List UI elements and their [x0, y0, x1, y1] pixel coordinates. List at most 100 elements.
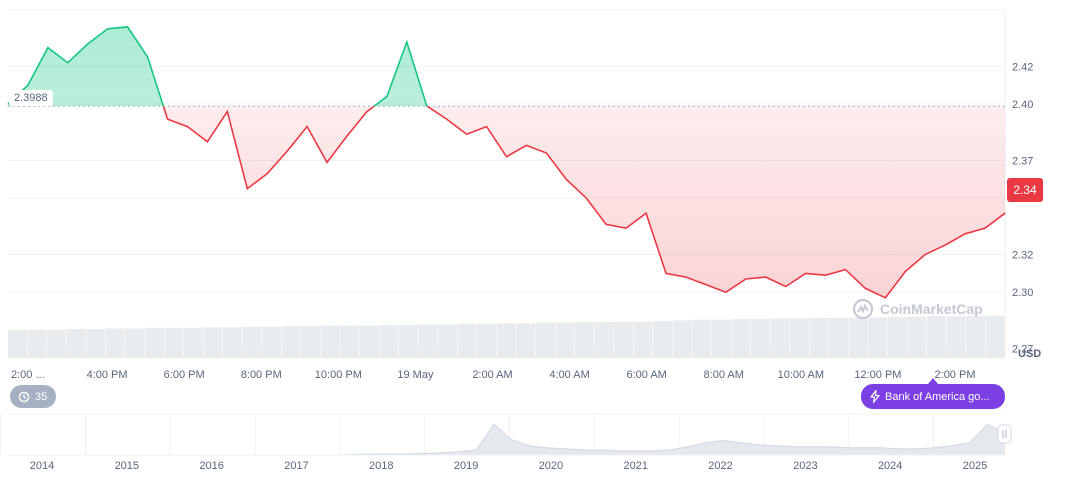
- overview-year-label: 2025: [963, 460, 987, 472]
- news-event-text: Bank of America go...: [885, 390, 990, 403]
- price-point: [884, 297, 886, 299]
- price-point: [87, 43, 89, 45]
- volume-bar: [242, 326, 262, 358]
- price-point: [984, 227, 986, 229]
- price-point: [7, 103, 9, 105]
- price-point: [944, 244, 946, 246]
- price-point: [446, 118, 448, 120]
- price-point: [545, 152, 547, 154]
- events-button[interactable]: 35: [10, 385, 57, 408]
- volume-bar: [66, 329, 86, 358]
- volume-bar: [672, 320, 692, 358]
- x-tick-label: 2:00 AM: [472, 369, 512, 381]
- price-point: [525, 144, 528, 147]
- events-count: 35: [35, 390, 48, 403]
- price-point: [805, 272, 807, 274]
- price-point: [326, 161, 328, 163]
- volume-bar: [105, 328, 125, 358]
- volume-bar: [946, 316, 966, 358]
- overview-line: [300, 423, 1006, 456]
- volume-bar: [183, 327, 203, 358]
- price-point: [485, 126, 488, 128]
- overview-year-label: 2014: [30, 460, 54, 472]
- price-point: [765, 276, 767, 278]
- x-tick-label: 12:00 PM: [854, 369, 901, 381]
- volume-bar: [848, 317, 868, 358]
- volume-bar: [320, 325, 340, 358]
- volume-bar: [47, 329, 67, 358]
- y-tick-label: 2.32: [1012, 250, 1033, 262]
- volume-bar: [555, 322, 575, 358]
- volume-bar: [516, 323, 536, 358]
- price-point: [146, 56, 149, 58]
- price-point: [406, 41, 408, 43]
- price-point: [844, 268, 847, 271]
- volume-bar: [750, 319, 770, 358]
- volume-bar: [711, 319, 731, 358]
- price-point: [366, 110, 368, 113]
- y-tick-label: 2.42: [1012, 61, 1033, 73]
- x-tick-label: 2:00 PM: [935, 369, 976, 381]
- volume-bar: [398, 324, 419, 358]
- volume-bar: [985, 315, 1005, 358]
- coinmarketcap-logo-icon: [852, 298, 874, 320]
- volume-bar: [281, 326, 301, 358]
- price-point: [565, 178, 567, 180]
- volume-bar: [829, 317, 849, 358]
- price-point: [346, 135, 348, 137]
- area-above-reference: [8, 26, 1005, 107]
- overview-year-label: 2016: [199, 460, 223, 472]
- y-tick-label: 2.30: [1012, 287, 1033, 299]
- price-point: [127, 26, 129, 28]
- volume-bar: [926, 316, 946, 358]
- price-point: [685, 276, 687, 278]
- volume-bar: [379, 324, 399, 358]
- range-handle[interactable]: [997, 424, 1012, 444]
- overview-area: [300, 424, 1005, 455]
- price-point: [186, 126, 189, 128]
- price-point: [645, 212, 647, 214]
- price-point: [605, 223, 607, 226]
- overview-year-label: 2023: [793, 460, 817, 472]
- volume-bar: [8, 330, 28, 358]
- volume-bar: [418, 324, 438, 358]
- x-tick-label: 6:00 AM: [626, 369, 666, 381]
- volume-bar: [868, 317, 888, 358]
- volume-bar: [653, 320, 673, 358]
- x-tick-label: 4:00 PM: [87, 369, 128, 381]
- news-event-button[interactable]: Bank of America go...: [861, 384, 1005, 409]
- price-point: [266, 173, 268, 175]
- price-point: [505, 156, 508, 158]
- volume-bar: [770, 318, 790, 358]
- volume-bar: [731, 319, 751, 358]
- x-tick-label: 2:00 ...: [11, 369, 45, 381]
- volume-bar: [965, 315, 985, 358]
- price-point: [246, 188, 248, 190]
- price-point: [1004, 212, 1006, 214]
- price-point: [67, 62, 69, 64]
- lightning-icon: [870, 390, 880, 403]
- volume-bar: [496, 323, 516, 358]
- x-tick-label: 10:00 PM: [315, 369, 362, 381]
- overview-year-label: 2015: [115, 460, 139, 472]
- history-icon: [18, 391, 30, 402]
- x-tick-label: 4:00 AM: [549, 369, 589, 381]
- volume-bar: [457, 323, 477, 358]
- volume-bar: [633, 321, 653, 358]
- price-point: [824, 274, 827, 276]
- volume-bar: [907, 316, 927, 358]
- volume-bar: [574, 322, 594, 358]
- overview-year-label: 2018: [369, 460, 393, 472]
- y-tick-label: 2.37: [1012, 155, 1033, 167]
- volume-bar: [614, 321, 634, 358]
- overview-year-label: 2024: [878, 460, 902, 472]
- price-point: [107, 28, 109, 30]
- price-point: [585, 197, 587, 199]
- price-point: [226, 110, 228, 113]
- current-price-badge: 2.34: [1007, 178, 1043, 202]
- overview-year-label: 2017: [284, 460, 308, 472]
- overview-year-label: 2021: [623, 460, 647, 472]
- watermark: CoinMarketCap: [852, 298, 983, 320]
